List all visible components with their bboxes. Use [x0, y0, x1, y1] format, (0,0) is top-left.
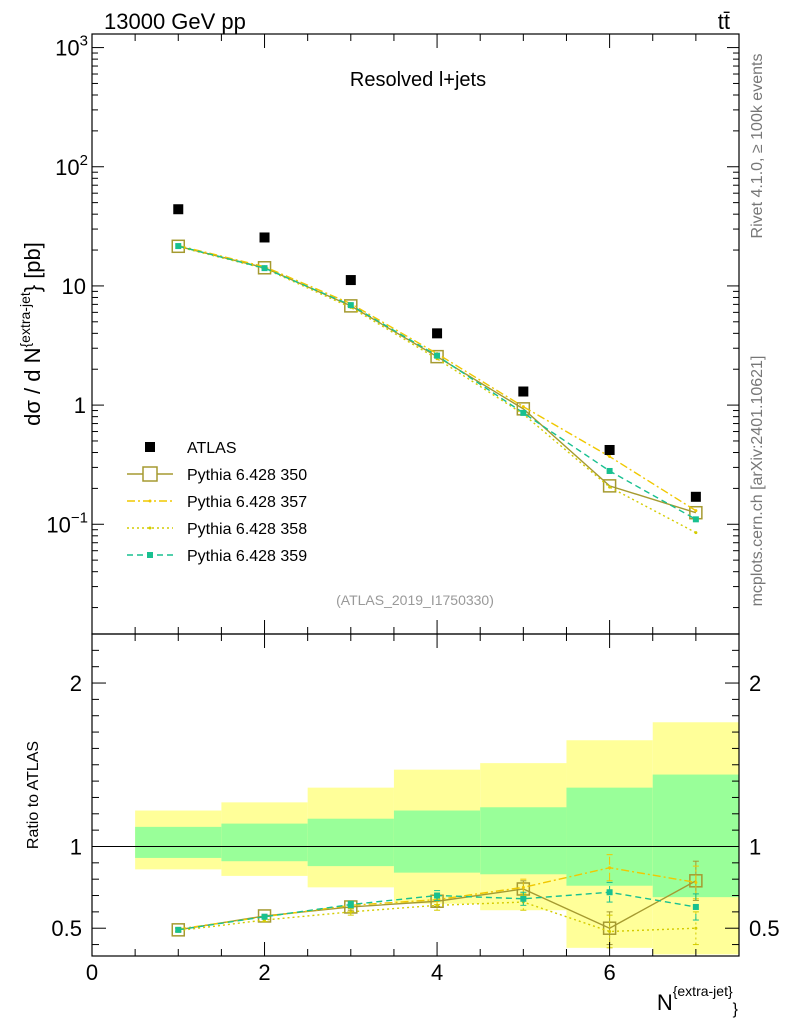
atlas-point [345, 275, 356, 286]
legend-label-p358: Pythia 6.428 358 [187, 521, 307, 538]
main-panel: 10−1 1 10 102 103 Resolved l+jets (ATLAS_201… [17, 33, 740, 635]
analysis-label: (ATLAS_2019_I1750330) [336, 592, 494, 608]
atlas-point [604, 444, 615, 455]
ratio-point-p359 [347, 901, 354, 908]
ratio-point-p357 [521, 885, 525, 889]
point-p359 [347, 302, 354, 309]
ratio-point-p358 [435, 903, 439, 907]
legend-label-p350: Pythia 6.428 350 [187, 467, 307, 484]
atlas-point [259, 232, 270, 243]
band-inner [480, 807, 567, 875]
ratio-point-p357 [608, 866, 612, 870]
point-p359 [520, 409, 527, 416]
ratio-frame [91, 633, 740, 957]
y-tick-label: 103 [55, 33, 88, 61]
band-inner [393, 810, 481, 873]
ratio-point-p358 [349, 910, 353, 914]
legend-label-p357: Pythia 6.428 357 [187, 494, 307, 511]
point-p358 [608, 485, 612, 489]
ratio-point-p359 [520, 895, 527, 902]
ratio-point-p359 [175, 926, 182, 933]
chart-title: Resolved l+jets [350, 69, 486, 91]
ratio-y-tick-label-right: 0.5 [749, 916, 780, 941]
ylabel-main: dσ / d N [20, 348, 45, 426]
ratio-y-tick-label: 0.5 [51, 916, 82, 941]
legend-marker-p350 [142, 466, 158, 482]
x-axis-label: N{extra-jet}} [657, 983, 739, 1018]
ratio-point-p358 [608, 929, 612, 933]
process-label: tt̄ [718, 9, 730, 34]
energy-label: 13000 GeV pp [104, 9, 246, 34]
legend-marker-p358 [148, 526, 152, 530]
point-p359 [261, 265, 268, 272]
ratio-y-axis-label: Ratio to ATLAS [25, 741, 42, 849]
ratio-y-tick-label-right: 2 [749, 671, 761, 696]
band-inner [307, 818, 394, 867]
legend-marker-atlas [145, 442, 155, 452]
ratio-point-p357 [694, 880, 698, 884]
point-p359 [434, 352, 441, 359]
xlabel-sup: {extra-jet} [673, 983, 733, 999]
ylabel-sup: {extra-jet [17, 292, 33, 347]
ylabel-tail: } [pb] [20, 242, 45, 292]
point-p350 [171, 239, 186, 254]
ratio-panel: 0.5 0.5 1 1 2 2 0 2 4 6 Ratio to ATLAS [25, 633, 780, 985]
point-p359 [606, 467, 613, 474]
point-p350 [602, 479, 617, 493]
legend-label-p359: Pythia 6.428 359 [187, 548, 307, 565]
legend: ATLAS Pythia 6.428 350 Pythia 6.428 357 Pyt… [127, 440, 307, 565]
x-tick-label: 2 [258, 960, 270, 985]
point-p357 [608, 455, 612, 459]
band-inner [566, 787, 653, 886]
y-tick-label: 10−1 [46, 509, 88, 537]
main-y-axis-label: dσ / d N{extra-jet} [pb] [17, 242, 45, 426]
band-inner [221, 823, 308, 862]
ratio-point-p359 [692, 903, 699, 910]
band-inner [135, 826, 222, 858]
point-p350 [344, 299, 358, 313]
ratio-point-p359 [261, 913, 268, 920]
x-tick-label: 0 [86, 960, 98, 985]
y-tick-label: 1 [74, 393, 86, 418]
atlas-point [690, 491, 701, 502]
point-p357 [521, 405, 525, 409]
svg-text:dσ / d N{extra-jet} [pb]: dσ / d N{extra-jet} [pb] [17, 242, 45, 426]
ratio-y-tick-label-right: 1 [749, 834, 761, 859]
point-p359 [175, 243, 182, 250]
mcplots-label: mcplots.cern.ch [arXiv:2401.10621] [749, 356, 766, 607]
legend-label-atlas: ATLAS [187, 440, 237, 457]
point-p359 [692, 516, 699, 523]
y-tick-label: 102 [55, 152, 88, 180]
atlas-point [173, 204, 184, 215]
x-tick-label: 6 [603, 960, 615, 985]
atlas-point [518, 386, 529, 397]
rivet-label: Rivet 4.1.0, ≥ 100k events [749, 54, 766, 239]
legend-marker-p357 [148, 499, 152, 503]
atlas-point [432, 328, 443, 339]
ratio-point-p359 [434, 892, 441, 899]
ratio-point-p359 [606, 889, 613, 896]
ratio-point-p358 [694, 926, 698, 930]
point-p357 [694, 509, 698, 513]
point-p350 [257, 261, 272, 275]
series-line-p358 [178, 246, 697, 534]
xlabel-main: N [657, 990, 673, 1015]
ratio-y-tick-label: 1 [70, 834, 82, 859]
legend-marker-p359 [147, 552, 153, 558]
xlabel-sub: } [733, 1001, 739, 1018]
x-tick-label: 4 [431, 960, 443, 985]
y-tick-label: 10 [62, 274, 86, 299]
ratio-y-tick-label: 2 [70, 671, 82, 696]
point-p358 [694, 531, 698, 535]
main-frame [91, 33, 740, 635]
